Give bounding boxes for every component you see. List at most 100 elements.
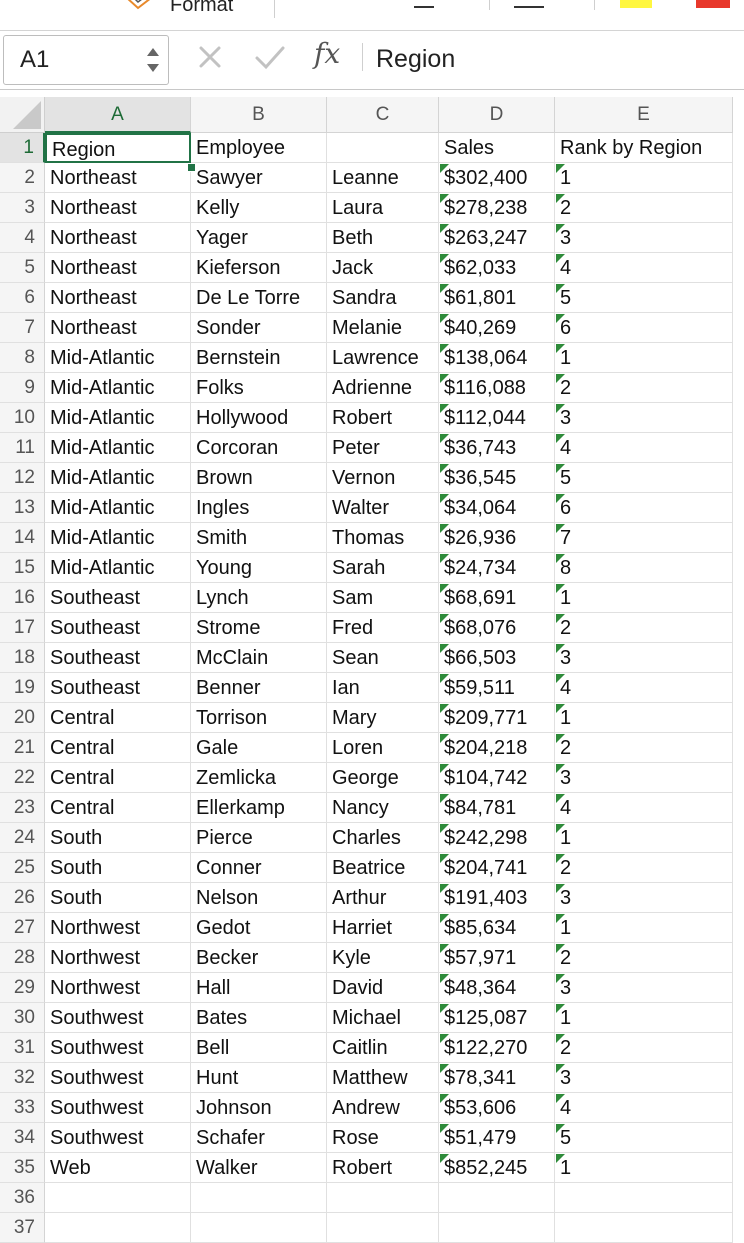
row-header-18[interactable]: 18 xyxy=(0,643,45,673)
cell-sales[interactable]: $66,503 xyxy=(439,643,555,673)
cell-rank[interactable]: 2 xyxy=(555,373,733,403)
cell-first-name[interactable]: Peter xyxy=(327,433,439,463)
cell-employee[interactable]: Bell xyxy=(191,1033,327,1063)
cell-region[interactable]: Northwest xyxy=(45,913,191,943)
cell-first-name[interactable]: Lawrence xyxy=(327,343,439,373)
cell-employee[interactable]: Hunt xyxy=(191,1063,327,1093)
cell-region[interactable]: Mid-Atlantic xyxy=(45,553,191,583)
header-cell-employee[interactable]: Employee xyxy=(191,133,327,163)
cell-region[interactable]: Mid-Atlantic xyxy=(45,433,191,463)
row-header-16[interactable]: 16 xyxy=(0,583,45,613)
cell-employee[interactable]: Ellerkamp xyxy=(191,793,327,823)
row-header-13[interactable]: 13 xyxy=(0,493,45,523)
cell-region[interactable]: Southwest xyxy=(45,1033,191,1063)
font-color-swatch[interactable] xyxy=(696,0,730,8)
cell-region[interactable]: Central xyxy=(45,703,191,733)
cell-region[interactable]: Mid-Atlantic xyxy=(45,373,191,403)
row-header-1[interactable]: 1 xyxy=(0,133,45,163)
cell-rank[interactable]: 6 xyxy=(555,493,733,523)
cell-rank[interactable]: 5 xyxy=(555,283,733,313)
cell-employee[interactable]: Smith xyxy=(191,523,327,553)
cell-rank[interactable]: 1 xyxy=(555,703,733,733)
cell-sales[interactable]: $68,691 xyxy=(439,583,555,613)
cell-first-name[interactable]: Melanie xyxy=(327,313,439,343)
cell-region[interactable]: Southwest xyxy=(45,1063,191,1093)
column-header-d[interactable]: D xyxy=(439,97,555,133)
row-header-32[interactable]: 32 xyxy=(0,1063,45,1093)
cell-sales[interactable]: $278,238 xyxy=(439,193,555,223)
row-header-28[interactable]: 28 xyxy=(0,943,45,973)
row-header-20[interactable]: 20 xyxy=(0,703,45,733)
cell-first-name[interactable]: Robert xyxy=(327,403,439,433)
row-header-26[interactable]: 26 xyxy=(0,883,45,913)
cell-employee[interactable]: Hollywood xyxy=(191,403,327,433)
cell-sales[interactable]: $68,076 xyxy=(439,613,555,643)
cell-sales[interactable]: $84,781 xyxy=(439,793,555,823)
cell-rank[interactable]: 5 xyxy=(555,463,733,493)
cell-sales[interactable]: $24,734 xyxy=(439,553,555,583)
cell-employee[interactable]: Johnson xyxy=(191,1093,327,1123)
cell-sales[interactable]: $263,247 xyxy=(439,223,555,253)
cell-employee[interactable]: Kelly xyxy=(191,193,327,223)
cell-first-name[interactable]: Nancy xyxy=(327,793,439,823)
cell-first-name[interactable]: Ian xyxy=(327,673,439,703)
cell-rank[interactable]: 3 xyxy=(555,973,733,1003)
cell-employee[interactable]: Kieferson xyxy=(191,253,327,283)
cell-sales[interactable] xyxy=(439,1213,555,1243)
row-header-22[interactable]: 22 xyxy=(0,763,45,793)
name-box-stepper-icon[interactable] xyxy=(146,44,160,76)
cell-employee[interactable]: Sonder xyxy=(191,313,327,343)
cell-rank[interactable]: 1 xyxy=(555,913,733,943)
cell-first-name[interactable] xyxy=(327,1213,439,1243)
cell-first-name[interactable]: Sarah xyxy=(327,553,439,583)
cell-employee[interactable]: Strome xyxy=(191,613,327,643)
cell-employee[interactable]: Benner xyxy=(191,673,327,703)
row-header-25[interactable]: 25 xyxy=(0,853,45,883)
cell-sales[interactable]: $302,400 xyxy=(439,163,555,193)
cell-sales[interactable]: $204,218 xyxy=(439,733,555,763)
cell-rank[interactable]: 3 xyxy=(555,763,733,793)
cell-sales[interactable]: $204,741 xyxy=(439,853,555,883)
cell-rank[interactable]: 4 xyxy=(555,673,733,703)
cell-employee[interactable]: Gedot xyxy=(191,913,327,943)
cancel-icon[interactable] xyxy=(196,43,224,71)
cell-rank[interactable]: 1 xyxy=(555,343,733,373)
cell-employee[interactable]: Bernstein xyxy=(191,343,327,373)
header-cell-region[interactable]: Region xyxy=(45,133,191,163)
cell-first-name[interactable]: Mary xyxy=(327,703,439,733)
cell-rank[interactable]: 3 xyxy=(555,643,733,673)
cell-region[interactable]: Mid-Atlantic xyxy=(45,463,191,493)
cell-first-name[interactable]: Andrew xyxy=(327,1093,439,1123)
select-all-corner[interactable] xyxy=(0,97,45,133)
cell-employee[interactable]: Ingles xyxy=(191,493,327,523)
formula-input[interactable]: Region xyxy=(376,45,456,73)
cell-rank[interactable] xyxy=(555,1183,733,1213)
row-header-3[interactable]: 3 xyxy=(0,193,45,223)
cell-sales[interactable]: $62,033 xyxy=(439,253,555,283)
cell-sales[interactable]: $61,801 xyxy=(439,283,555,313)
cell-sales[interactable]: $36,743 xyxy=(439,433,555,463)
row-header-8[interactable]: 8 xyxy=(0,343,45,373)
format-painter-icon[interactable] xyxy=(124,0,154,16)
cell-region[interactable]: Northwest xyxy=(45,943,191,973)
cell-first-name[interactable]: Sandra xyxy=(327,283,439,313)
column-header-e[interactable]: E xyxy=(555,97,733,133)
row-header-34[interactable]: 34 xyxy=(0,1123,45,1153)
enter-check-icon[interactable] xyxy=(254,43,286,71)
cell-sales[interactable]: $36,545 xyxy=(439,463,555,493)
cell-region[interactable]: Central xyxy=(45,763,191,793)
cell-sales[interactable]: $209,771 xyxy=(439,703,555,733)
cell-rank[interactable]: 4 xyxy=(555,1093,733,1123)
cell-rank[interactable]: 6 xyxy=(555,313,733,343)
cell-rank[interactable]: 8 xyxy=(555,553,733,583)
cell-first-name[interactable]: Jack xyxy=(327,253,439,283)
cell-sales[interactable]: $104,742 xyxy=(439,763,555,793)
cell-rank[interactable]: 4 xyxy=(555,433,733,463)
cell-rank[interactable]: 4 xyxy=(555,793,733,823)
cell-employee[interactable] xyxy=(191,1183,327,1213)
cell-sales[interactable]: $122,270 xyxy=(439,1033,555,1063)
cell-region[interactable]: Northwest xyxy=(45,973,191,1003)
border-icon[interactable] xyxy=(514,6,544,8)
cell-region[interactable]: Mid-Atlantic xyxy=(45,493,191,523)
cell-first-name[interactable]: Robert xyxy=(327,1153,439,1183)
